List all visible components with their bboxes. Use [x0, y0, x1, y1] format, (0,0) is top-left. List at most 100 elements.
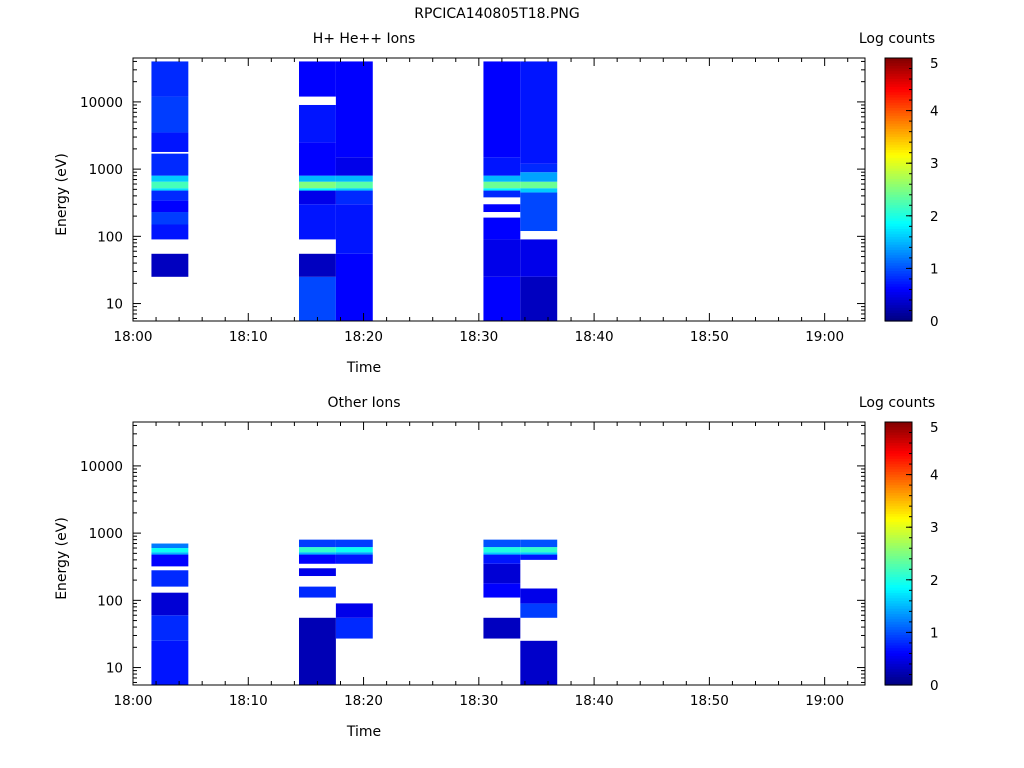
x-tick-label: 18:50: [690, 329, 729, 345]
colorbar-swatch: [885, 239, 912, 243]
colorbar-swatch: [885, 666, 912, 670]
colorbar-swatch: [885, 490, 912, 494]
colorbar-frame: [884, 421, 913, 686]
heatmap-cell: [335, 552, 373, 555]
colorbar-tick-label: 0: [930, 678, 939, 694]
y-axis: 10 100 1000 10000 Energy (eV): [54, 424, 865, 683]
colorbar-tick-label: 0: [930, 314, 939, 330]
colorbar-swatch: [885, 147, 912, 151]
heatmap-cell: [520, 539, 558, 548]
colorbar-swatch: [885, 84, 912, 88]
colorbar-swatch: [885, 58, 912, 62]
colorbar-swatch: [885, 677, 912, 681]
colorbar-swatch: [885, 587, 912, 591]
colorbar-swatch: [885, 294, 912, 298]
heatmap-cell: [151, 615, 189, 641]
colorbar-swatch: [885, 592, 912, 597]
colorbar-swatch: [885, 550, 912, 555]
heatmap-cell: [335, 617, 373, 639]
panel-title: H+ He++ Ions: [313, 31, 416, 47]
heatmap-cells: [151, 539, 558, 685]
heatmap-cell: [298, 142, 336, 176]
colorbar-swatch: [885, 611, 912, 615]
heatmap-cell: [151, 570, 189, 587]
colorbar-swatch: [885, 302, 912, 306]
colorbar-swatch: [885, 313, 912, 317]
heatmap-cell: [151, 552, 189, 555]
heatmap-cell: [520, 192, 558, 232]
heatmap-cell: [483, 61, 521, 158]
heatmap-cell: [151, 153, 189, 176]
colorbar-swatch: [885, 215, 912, 220]
colorbar-swatch: [885, 627, 912, 631]
heatmap-cell: [298, 539, 336, 548]
colorbar-swatch: [885, 134, 912, 138]
colorbar-swatch: [885, 663, 912, 668]
heatmap-cell: [298, 204, 336, 240]
y-tick-label: 10000: [80, 459, 123, 475]
colorbar-swatch: [885, 244, 912, 248]
colorbar-swatch: [885, 178, 912, 183]
x-axis-label: Time: [346, 724, 381, 740]
heatmap-cell: [151, 592, 189, 616]
colorbar-swatch: [885, 524, 912, 528]
colorbar-swatch: [885, 310, 912, 314]
colorbar-swatch: [885, 60, 912, 64]
colorbar-swatch: [885, 157, 912, 162]
x-tick-label: 18:20: [344, 693, 383, 709]
colorbar-swatch: [885, 218, 912, 222]
colorbar-swatch: [885, 650, 912, 655]
heatmap-cell: [483, 583, 521, 598]
heatmap-cell: [483, 181, 521, 189]
colorbar-tick-label: 4: [930, 468, 939, 484]
colorbar-swatch: [885, 94, 912, 99]
x-tick-label: 18:00: [114, 329, 153, 345]
heatmap-cell: [151, 224, 189, 240]
y-axis-label: Energy (eV): [54, 153, 70, 236]
x-tick-label: 18:40: [575, 693, 614, 709]
heatmap-cell: [335, 181, 373, 189]
colorbar-swatch: [885, 532, 912, 536]
colorbar-swatch: [885, 422, 912, 426]
heatmap-cell: [520, 640, 558, 685]
colorbar-swatch: [885, 113, 912, 117]
y-tick-label: 100: [97, 593, 123, 609]
colorbar-swatch: [885, 202, 912, 206]
panel-other-ions: 18:00 18:10 18:20 18:30 18:40 18:50 19:00Time1…: [54, 395, 939, 740]
x-tick-label: 18:10: [229, 693, 268, 709]
colorbar-swatch: [885, 440, 912, 444]
heatmap-cell: [483, 554, 521, 564]
colorbar-swatch: [885, 679, 912, 683]
heatmap-cell: [483, 276, 521, 321]
colorbar-swatch: [885, 163, 912, 167]
colorbar-swatch: [885, 155, 912, 159]
colorbar-swatch: [885, 186, 912, 191]
heatmap-cell: [520, 239, 558, 277]
colorbar-swatch: [885, 613, 912, 618]
colorbar-swatch: [885, 79, 912, 83]
colorbar-swatch: [885, 514, 912, 518]
colorbar-swatch: [885, 273, 912, 277]
colorbar-swatch: [885, 121, 912, 125]
colorbar: 0 1 2 3 4 5 Log counts: [859, 31, 939, 330]
colorbar-swatch: [885, 424, 912, 428]
colorbar-swatch: [885, 582, 912, 586]
colorbar-swatch: [885, 73, 912, 78]
heatmap-cell: [151, 96, 189, 133]
colorbar-tick-label: 3: [930, 520, 939, 536]
colorbar-swatch: [885, 674, 912, 678]
colorbar-swatch: [885, 571, 912, 576]
colorbar-swatch: [885, 566, 912, 570]
colorbar-swatch: [885, 160, 912, 164]
colorbar-swatch: [885, 221, 912, 225]
colorbar-swatch: [885, 600, 912, 605]
colorbar-swatch: [885, 529, 912, 534]
colorbar-swatch: [885, 619, 912, 623]
colorbar-swatch: [885, 205, 912, 209]
x-tick-label: 18:30: [459, 693, 498, 709]
colorbar-tick-label: 1: [930, 625, 939, 641]
colorbar-tick-label: 3: [930, 156, 939, 172]
colorbar-swatch: [885, 289, 912, 293]
colorbar-swatch: [885, 284, 912, 288]
colorbar-swatch: [885, 144, 912, 149]
